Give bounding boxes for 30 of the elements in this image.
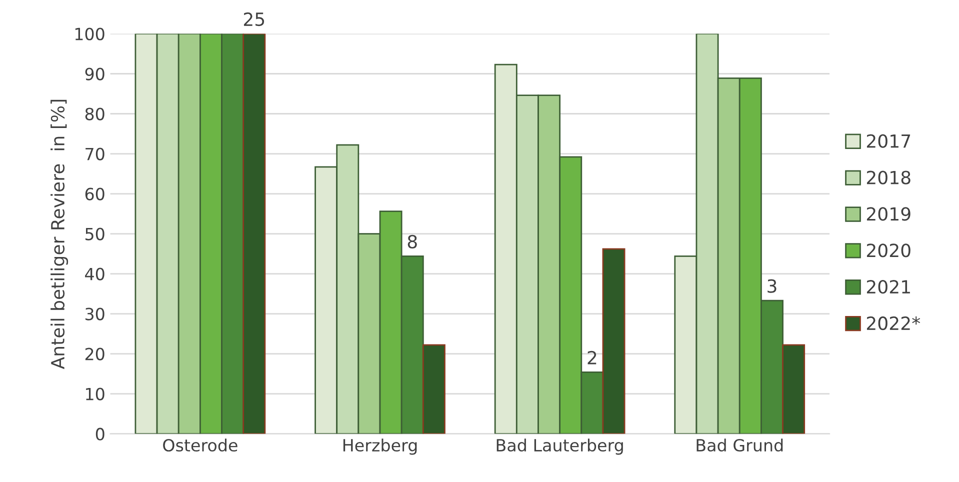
y-tick-label: 40: [85, 268, 104, 280]
legend-label: 2020: [866, 244, 910, 258]
annotation: 2: [588, 350, 596, 364]
y-tick-label: 20: [85, 348, 104, 360]
annotation: 3: [768, 279, 776, 293]
x-tick-label: Bad Grund: [696, 438, 783, 452]
x-tick-label: Bad Lauterberg: [496, 438, 623, 455]
annotation: 8: [408, 234, 417, 249]
bar: [422, 344, 446, 434]
legend-label: 2017: [866, 134, 910, 148]
bar: [782, 344, 806, 434]
y-axis-title: Anteil betiliger Reviere in [%]: [50, 100, 68, 370]
y-tick-label: 30: [85, 308, 104, 320]
x-tick-label: Herzberg: [343, 438, 417, 455]
bar: [242, 34, 266, 434]
legend-label: 2022*: [866, 316, 920, 330]
y-tick-label: 100: [75, 28, 104, 40]
y-tick-label: 70: [86, 148, 104, 160]
y-tick-label: 10: [86, 388, 104, 400]
y-tick-label: 0: [96, 428, 104, 440]
annotation: 25: [244, 12, 264, 26]
y-tick-label: 80: [85, 108, 104, 120]
legend-label: 2021: [866, 280, 910, 294]
bar: [602, 248, 626, 434]
y-tick-label: 60: [85, 188, 104, 200]
x-tick-label: Osterode: [163, 438, 238, 452]
legend-label: 2018: [866, 170, 910, 184]
y-tick-label: 90: [85, 68, 104, 80]
y-tick-label: 50: [86, 228, 104, 240]
legend-label: 2019: [866, 207, 910, 221]
